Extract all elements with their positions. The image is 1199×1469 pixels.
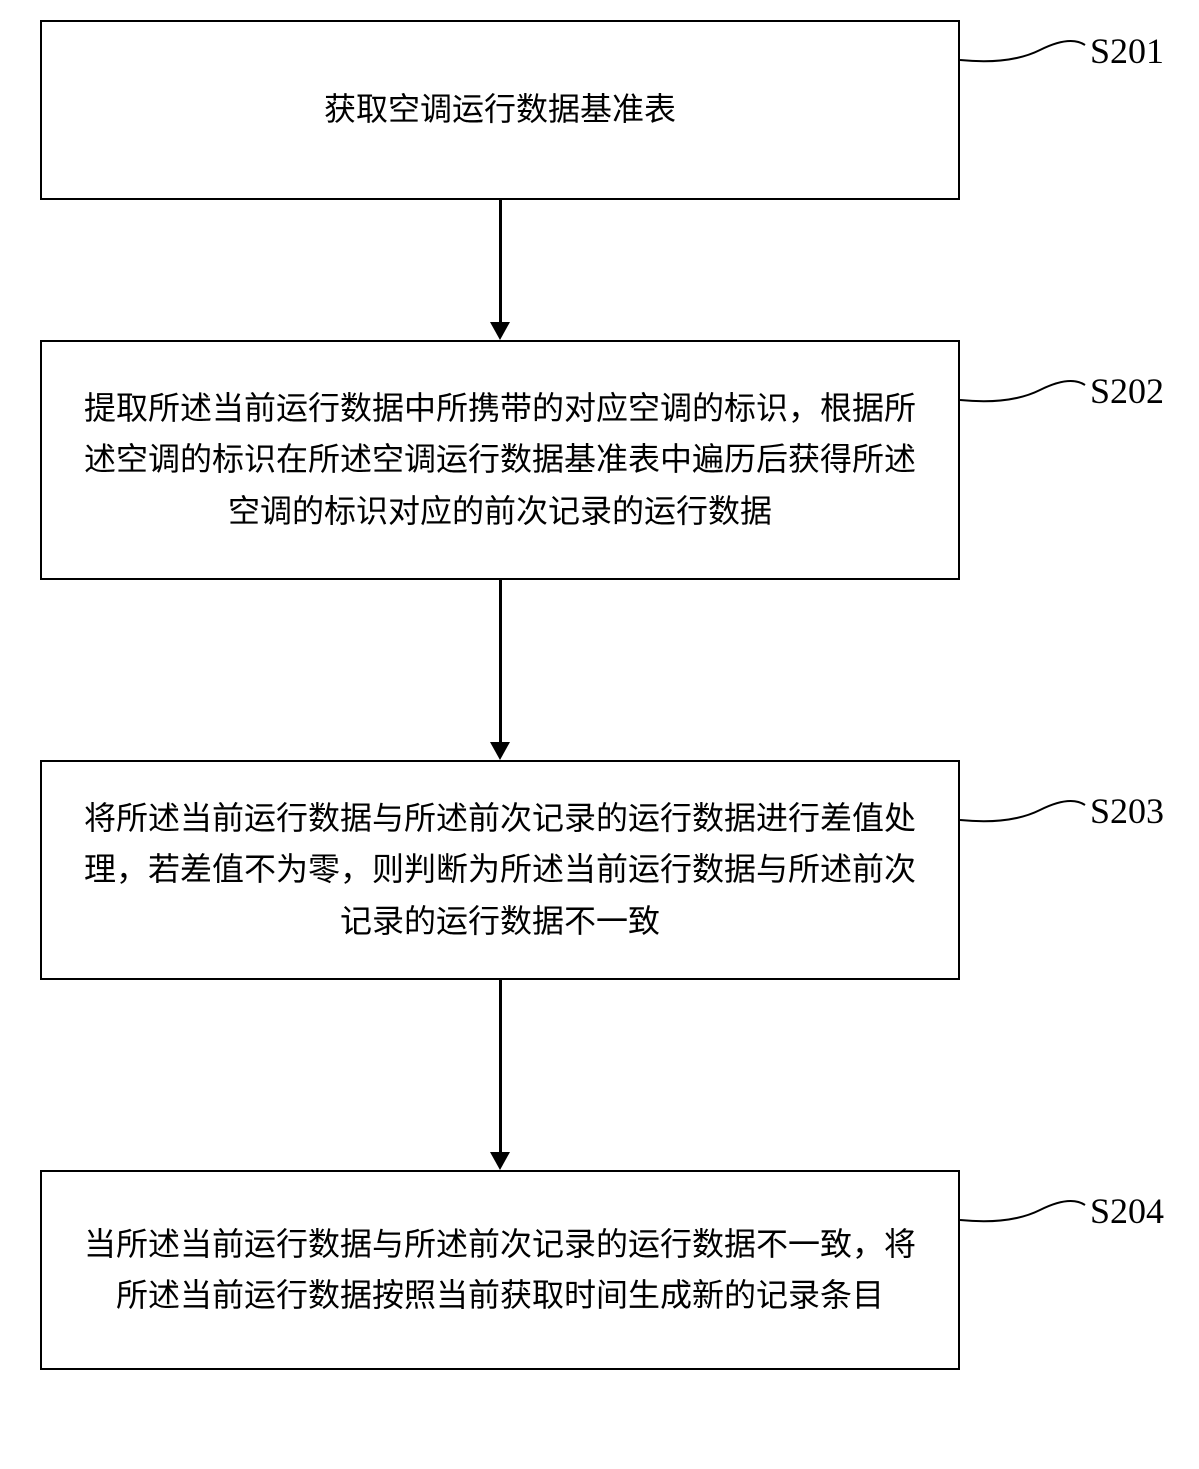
flowchart-container: 获取空调运行数据基准表 S201 提取所述当前运行数据中所携带的对应空调的标识，…: [0, 0, 1199, 1469]
label-connector: [960, 780, 1090, 840]
flow-arrow-line: [499, 200, 502, 322]
node-text: 提取所述当前运行数据中所携带的对应空调的标识，根据所述空调的标识在所述空调运行数…: [72, 383, 928, 537]
label-connector: [960, 1180, 1090, 1240]
step-label: S203: [1090, 790, 1164, 832]
flowchart-node: 当所述当前运行数据与所述前次记录的运行数据不一致，将所述当前运行数据按照当前获取…: [40, 1170, 960, 1370]
flow-arrow-line: [499, 980, 502, 1152]
label-connector: [960, 360, 1090, 420]
flow-arrow-line: [499, 580, 502, 742]
flowchart-node: 提取所述当前运行数据中所携带的对应空调的标识，根据所述空调的标识在所述空调运行数…: [40, 340, 960, 580]
step-label: S202: [1090, 370, 1164, 412]
flow-arrow-head: [490, 742, 510, 760]
step-label: S204: [1090, 1190, 1164, 1232]
step-label: S201: [1090, 30, 1164, 72]
label-connector: [960, 20, 1090, 80]
flowchart-node: 获取空调运行数据基准表: [40, 20, 960, 200]
node-text: 获取空调运行数据基准表: [324, 84, 676, 135]
flowchart-node: 将所述当前运行数据与所述前次记录的运行数据进行差值处理，若差值不为零，则判断为所…: [40, 760, 960, 980]
flow-arrow-head: [490, 1152, 510, 1170]
node-text: 当所述当前运行数据与所述前次记录的运行数据不一致，将所述当前运行数据按照当前获取…: [72, 1219, 928, 1321]
node-text: 将所述当前运行数据与所述前次记录的运行数据进行差值处理，若差值不为零，则判断为所…: [72, 793, 928, 947]
flow-arrow-head: [490, 322, 510, 340]
